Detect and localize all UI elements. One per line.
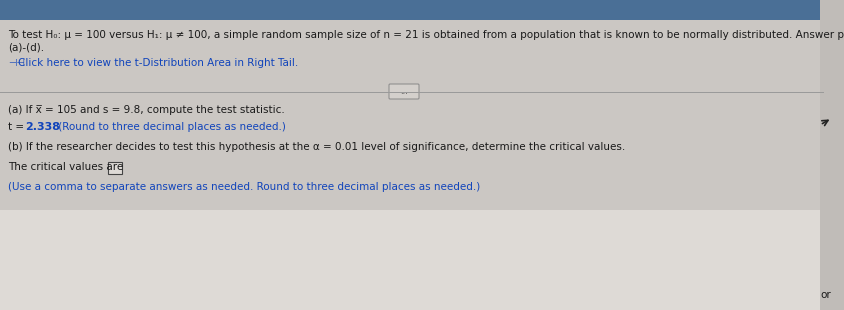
- Bar: [0, 0, 844, 20]
- Bar: [108, 162, 122, 174]
- Text: Click here to view the t-Distribution Area in Right Tail.: Click here to view the t-Distribution Ar…: [18, 58, 298, 68]
- Text: (Round to three decimal places as needed.): (Round to three decimal places as needed…: [55, 122, 286, 132]
- FancyBboxPatch shape: [389, 84, 419, 99]
- Text: To test H₀: μ = 100 versus H₁: μ ≠ 100, a simple random sample size of n = 21 is: To test H₀: μ = 100 versus H₁: μ ≠ 100, …: [8, 30, 844, 40]
- Text: (a) If x̅ = 105 and s = 9.8, compute the test statistic.: (a) If x̅ = 105 and s = 9.8, compute the…: [8, 105, 284, 115]
- Text: ...: ...: [400, 87, 408, 96]
- Bar: [0, 20, 844, 210]
- Bar: [820, 0, 844, 310]
- Text: (Use a comma to separate answers as needed. Round to three decimal places as nee: (Use a comma to separate answers as need…: [8, 182, 480, 192]
- Text: (a)-(d).: (a)-(d).: [8, 43, 44, 53]
- Text: (b) If the researcher decides to test this hypothesis at the α = 0.01 level of s: (b) If the researcher decides to test th…: [8, 142, 625, 152]
- Text: The critical values are: The critical values are: [8, 162, 127, 172]
- Text: 2.338: 2.338: [25, 122, 60, 132]
- Text: or: or: [820, 290, 830, 300]
- Bar: [0, 210, 844, 310]
- Text: ⊣⊣: ⊣⊣: [8, 58, 25, 68]
- Text: t =: t =: [8, 122, 27, 132]
